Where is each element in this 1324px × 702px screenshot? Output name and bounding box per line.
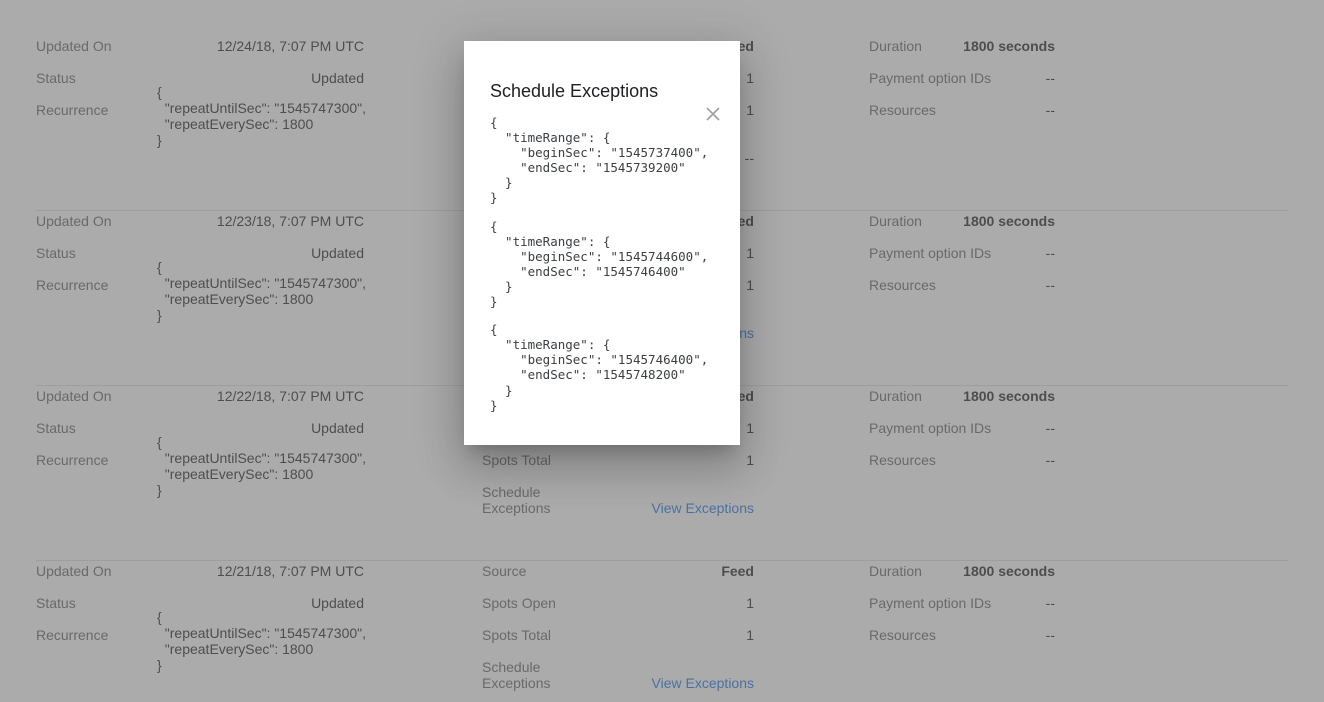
close-icon[interactable] — [700, 101, 726, 127]
exception-json-block: { "timeRange": { "beginSec": "1545746400… — [490, 322, 709, 413]
schedule-exceptions-dialog: Schedule Exceptions { "timeRange": { "be… — [464, 41, 740, 445]
exceptions-json-list: { "timeRange": { "beginSec": "1545737400… — [490, 115, 732, 445]
dialog-title: Schedule Exceptions — [490, 81, 659, 101]
exception-json-block: { "timeRange": { "beginSec": "1545737400… — [490, 115, 709, 206]
exception-json-block: { "timeRange": { "beginSec": "1545744600… — [490, 218, 709, 310]
